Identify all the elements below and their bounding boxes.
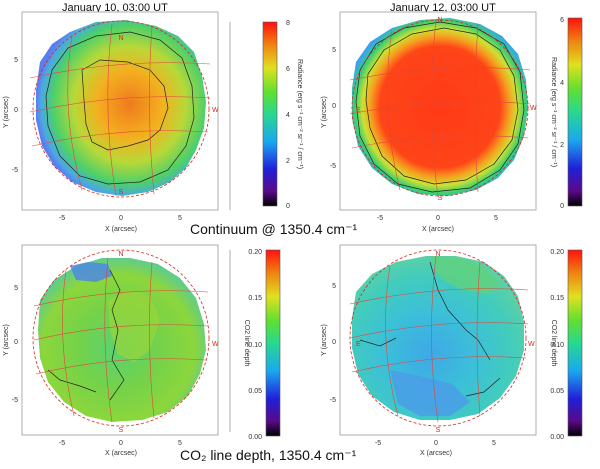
disk-map-4 (349, 249, 529, 427)
ytick-2c: -5 (330, 163, 336, 170)
xlabel-4: X (arcsec) (420, 450, 452, 457)
xlabel-3: X (arcsec) (105, 450, 137, 457)
ylabel-2: Y (arcsec) (321, 96, 328, 128)
ylabel-1: Y (arcsec) (3, 96, 10, 128)
xtick-2b: 0 (436, 215, 440, 222)
ytick-1c: -5 (12, 167, 18, 174)
xtick-3a: -5 (59, 440, 65, 447)
panel-4: N S W E -5 0 5 5 0 -5 X (arcsec) Y (arcs… (321, 244, 537, 457)
cbar3-tick-a: 0.20 (248, 249, 262, 256)
cbar1-tick-a: 8 (286, 20, 290, 27)
disk-map-3 (32, 249, 210, 427)
cbar3-tick-d: 0.05 (248, 388, 262, 395)
ytick-1a: 5 (14, 57, 18, 64)
cbar1-tick-b: 6 (286, 66, 290, 73)
west-label-2: W (530, 105, 537, 112)
west-label-1: W (212, 107, 219, 114)
xlabel-2: X (arcsec) (422, 226, 454, 233)
xtick-2a: -5 (377, 215, 383, 222)
cbar4-tick-c: 0.10 (550, 342, 564, 349)
cbar1-tick-e: 0 (286, 203, 290, 210)
cbar2-label: Radiance (erg s⁻¹ cm⁻² sr⁻¹ / cm⁻¹) (550, 57, 557, 167)
caption-co2: CO₂ line depth, 1350.4 cm⁻¹ (180, 447, 357, 463)
xtick-4c: 5 (492, 440, 496, 447)
disk-map-1 (29, 20, 211, 198)
ytick-3c: -5 (12, 397, 18, 404)
ylabel-4: Y (arcsec) (321, 324, 328, 356)
cbar2-tick-b: 4 (560, 80, 564, 87)
north-label-4: N (435, 251, 440, 258)
cbar2-tick-c: 2 (560, 142, 564, 149)
caption-continuum: Continuum @ 1350.4 cm⁻¹ (190, 221, 358, 237)
xtick-1a: -5 (59, 215, 65, 222)
ytick-3a: 5 (14, 285, 18, 292)
limb-circle-2 (351, 19, 529, 197)
south-label-2: S (438, 195, 443, 202)
colorbar-2: 6 4 2 0 Radiance (erg s⁻¹ cm⁻² sr⁻¹ / cm… (550, 17, 583, 210)
ytick-4c: -5 (330, 397, 336, 404)
panel-2: N S W E -5 0 5 5 0 -5 X (arcsec) Y (arcs… (321, 11, 537, 233)
south-label-3: S (119, 427, 124, 434)
xtick-3c: 5 (178, 440, 182, 447)
ytick-4b: 0 (332, 339, 336, 346)
ytick-4a: 5 (332, 283, 336, 290)
south-label-1: S (119, 189, 124, 196)
xtick-4a: -5 (375, 440, 381, 447)
colorbar-1: 8 6 4 2 0 Radiance (erg s⁻¹ cm⁻² sr⁻¹ / … (262, 20, 303, 210)
cbar4-tick-e: 0.00 (550, 434, 564, 441)
north-label-1: N (118, 35, 123, 42)
ytick-2a: 5 (332, 47, 336, 54)
cbar1-tick-c: 4 (286, 112, 290, 119)
disk-map-2 (349, 18, 531, 197)
cbar1-tick-d: 2 (286, 158, 290, 165)
limb-circle-4 (349, 249, 527, 427)
ytick-2b: 0 (332, 103, 336, 110)
cbar4-tick-d: 0.05 (550, 388, 564, 395)
xtick-1b: 0 (119, 215, 123, 222)
colorbar-3: 0.20 0.15 0.10 0.05 0.00 CO2 line depth (243, 249, 281, 441)
east-label-4: E (356, 341, 361, 348)
cbar3-tick-b: 0.15 (248, 295, 262, 302)
ylabel-3: Y (arcsec) (3, 324, 10, 356)
ytick-3b: 0 (14, 339, 18, 346)
xtick-3b: 0 (119, 440, 123, 447)
west-label-3: W (212, 341, 219, 348)
ytick-1b: 0 (14, 107, 18, 114)
cbar3-label: CO2 line depth (243, 320, 250, 367)
west-label-4: W (528, 341, 535, 348)
panel-1: N S W -5 0 5 5 0 -5 X (arcsec) Y (arcsec… (3, 11, 231, 233)
cbar3-tick-e: 0.00 (248, 434, 262, 441)
xtick-2c: 5 (494, 215, 498, 222)
cbar3-tick-c: 0.10 (248, 342, 262, 349)
limb-circle-3 (32, 249, 210, 427)
north-label-2: N (437, 17, 442, 24)
cbar4-label: CO2 line depth (550, 320, 557, 367)
panel-3: N S W -5 0 5 5 0 -5 X (arcsec) Y (arcsec… (3, 244, 231, 457)
xlabel-1: X (arcsec) (105, 226, 137, 233)
cbar2-tick-a: 6 (560, 17, 564, 24)
cbar4-tick-a: 0.20 (550, 249, 564, 256)
xtick-1c: 5 (178, 215, 182, 222)
colorbar-4: 0.20 0.15 0.10 0.05 0.00 CO2 line depth (550, 249, 583, 441)
cbar2-tick-d: 0 (560, 203, 564, 210)
cbar4-tick-b: 0.15 (550, 295, 564, 302)
panel-title-jan12: January 12, 03:00 UT (390, 2, 496, 14)
cbar1-label: Radiance (erg s⁻¹ cm⁻² sr⁻¹ / cm⁻¹) (296, 59, 303, 169)
north-label-3: N (118, 251, 123, 258)
xtick-4b: 0 (434, 440, 438, 447)
panel-title-jan10: January 10, 03:00 UT (62, 2, 168, 14)
limb-circle-1 (32, 20, 210, 198)
east-label-2: E (356, 107, 361, 114)
south-label-4: S (436, 427, 441, 434)
